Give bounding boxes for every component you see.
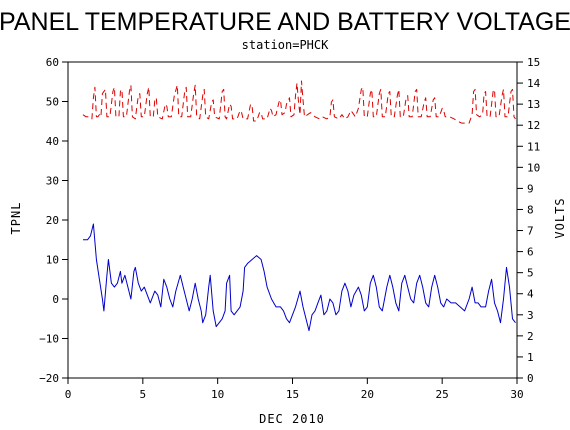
left-y-tick-label: 50 — [46, 96, 59, 109]
left-y-tick-label: −20 — [39, 372, 59, 385]
right-y-tick-label: 5 — [527, 267, 534, 280]
x-tick-label: 25 — [436, 388, 449, 401]
right-y-tick-label: 9 — [527, 182, 534, 195]
right-y-tick-label: 4 — [527, 288, 534, 301]
right-y-tick-label: 11 — [527, 140, 540, 153]
right-y-tick-label: 8 — [527, 203, 534, 216]
x-tick-label: 15 — [286, 388, 299, 401]
left-y-tick-label: −10 — [39, 333, 59, 346]
right-y-tick-label: 6 — [527, 246, 534, 259]
right-y-tick-label: 14 — [527, 77, 541, 90]
plot-frame — [67, 61, 518, 379]
right-y-tick-label: 7 — [527, 225, 534, 238]
right-y-axis-label: VOLTS — [553, 197, 567, 238]
right-y-tick-label: 13 — [527, 98, 540, 111]
axes — [67, 61, 518, 379]
left-y-tick-label: 30 — [46, 175, 59, 188]
left-y-tick-label: 10 — [46, 254, 59, 267]
x-tick-label: 0 — [65, 388, 72, 401]
left-y-tick-label: 0 — [52, 293, 59, 306]
x-tick-label: 5 — [140, 388, 147, 401]
chart-title: PANEL TEMPERATURE AND BATTERY VOLTAGE — [0, 8, 570, 36]
series-layer — [82, 80, 516, 332]
x-tick-label: 10 — [211, 388, 224, 401]
right-y-tick-label: 2 — [527, 330, 534, 343]
right-y-tick-label: 12 — [527, 119, 540, 132]
left-y-axis-ticks: −20 −10 0 10 20 30 40 50 60 — [39, 56, 68, 385]
x-tick-label: 20 — [361, 388, 374, 401]
chart-subtitle: station=PHCK — [242, 38, 329, 52]
right-y-tick-label: 15 — [527, 56, 540, 69]
x-axis-ticks: 0 5 10 15 20 25 30 — [65, 378, 524, 401]
x-axis-label: DEC 2010 — [259, 412, 325, 426]
right-y-tick-label: 0 — [527, 372, 534, 385]
left-y-tick-label: 40 — [46, 135, 59, 148]
left-y-tick-label: 60 — [46, 56, 59, 69]
right-y-tick-label: 10 — [527, 161, 540, 174]
left-y-axis-label: TPNL — [9, 202, 23, 235]
x-tick-label: 30 — [510, 388, 523, 401]
battery-voltage-line — [82, 80, 516, 124]
left-y-tick-label: 20 — [46, 214, 59, 227]
right-y-tick-label: 3 — [527, 309, 534, 322]
right-y-tick-label: 1 — [527, 351, 534, 364]
panel-temperature-line — [83, 223, 516, 332]
